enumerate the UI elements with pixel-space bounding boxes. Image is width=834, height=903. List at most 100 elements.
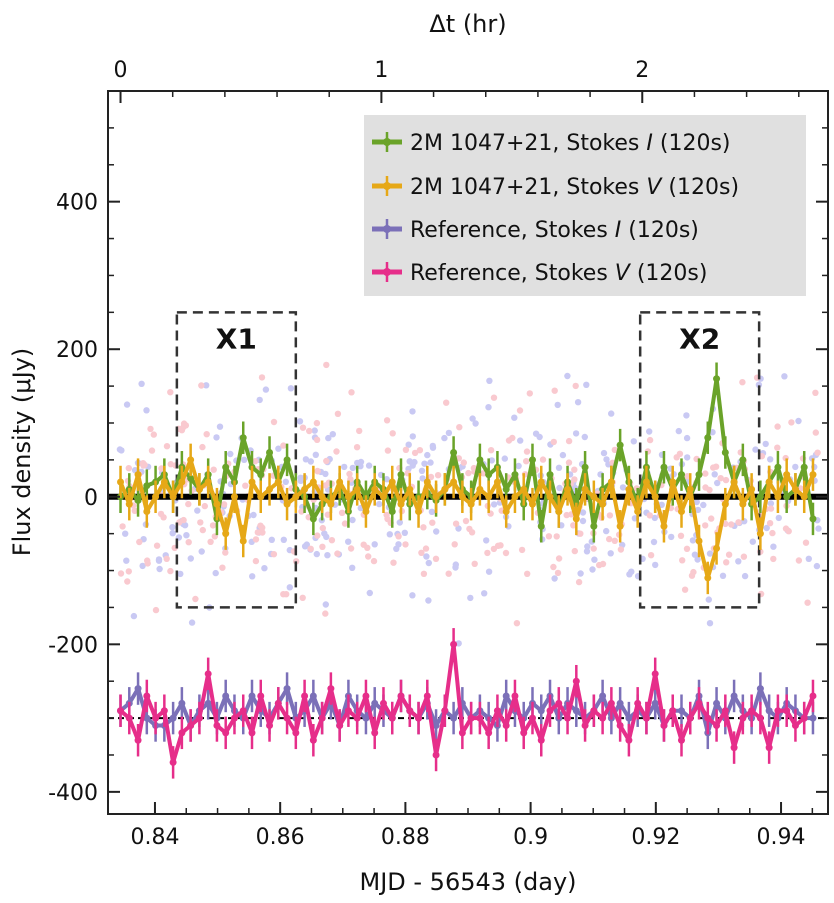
legend-item-2m-stokes-i: 2M 1047+21, Stokes I (120s): [372, 131, 731, 156]
2m-1047-21-stokes-v-120s-point: [642, 478, 650, 486]
legend-label-2m-stokes-i: 2M 1047+21, Stokes I (120s): [410, 131, 731, 156]
2m-1047-21-stokes-v-120s-point: [493, 478, 501, 486]
unbinned-stokes-v-samples-point: [365, 553, 372, 560]
unbinned-stokes-v-samples-point: [254, 529, 261, 536]
unbinned-stokes-v-samples-point: [487, 447, 495, 454]
series-reference-stokes-i-120s: [117, 672, 817, 750]
unbinned-stokes-i-samples-point: [536, 433, 543, 441]
2m-1047-21-stokes-v-120s-point: [187, 456, 195, 464]
unbinned-stokes-v-samples-point: [774, 444, 781, 451]
reference-stokes-i-120s-point: [756, 685, 764, 693]
unbinned-stokes-i-samples-point: [275, 445, 282, 452]
unbinned-stokes-v-samples-point: [788, 419, 795, 426]
reference-stokes-i-120s-point: [730, 692, 738, 700]
unbinned-stokes-v-samples-point: [646, 436, 654, 444]
unbinned-stokes-v-samples-point: [539, 456, 547, 463]
unbinned-stokes-v-samples-point: [690, 568, 697, 576]
reference-stokes-v-120s-point: [204, 670, 212, 678]
unbinned-stokes-i-samples-point: [409, 592, 416, 599]
2m-1047-21-stokes-v-120s-point: [415, 508, 423, 516]
unbinned-stokes-i-samples-point: [301, 543, 309, 550]
unbinned-stokes-v-samples-point: [353, 444, 361, 451]
2m-1047-21-stokes-v-120s-point: [546, 493, 554, 501]
unbinned-stokes-v-samples-point: [722, 476, 730, 484]
unbinned-stokes-v-samples-point: [571, 476, 578, 483]
2m-1047-21-stokes-i-120s-point: [537, 522, 545, 530]
legend-label-suffix: (120s): [661, 175, 739, 200]
2m-1047-21-stokes-i-120s-point: [485, 471, 493, 479]
2m-1047-21-stokes-v-120s-point: [520, 485, 528, 493]
unbinned-stokes-v-samples-point: [683, 545, 691, 552]
legend-label-stokes: V: [615, 261, 632, 286]
reference-stokes-v-120s-point: [625, 736, 633, 744]
2m-1047-21-stokes-v-120s-point: [502, 508, 510, 516]
reference-stokes-v-120s-point: [353, 714, 361, 722]
unbinned-stokes-v-samples-point: [681, 586, 689, 593]
2m-1047-21-stokes-v-120s-point: [590, 493, 598, 501]
unbinned-stokes-v-samples-point: [571, 466, 578, 473]
reference-stokes-v-120s-point: [125, 714, 133, 722]
unbinned-stokes-i-samples-point: [183, 532, 190, 539]
2m-1047-21-stokes-v-120s-point: [669, 478, 677, 486]
unbinned-stokes-v-samples-point: [717, 475, 724, 482]
unbinned-stokes-v-samples-point: [725, 551, 733, 558]
reference-stokes-i-120s-point: [616, 699, 624, 707]
2m-1047-21-stokes-v-120s-point: [117, 478, 125, 486]
unbinned-stokes-v-samples-point: [252, 536, 260, 543]
legend-label-ref-stokes-i: Reference, Stokes I (120s): [410, 218, 699, 243]
reference-stokes-i-120s-point: [432, 721, 440, 729]
unbinned-stokes-i-samples-point: [551, 575, 558, 582]
2m-1047-21-stokes-i-120s-point: [809, 515, 817, 523]
unbinned-stokes-i-samples-point: [139, 562, 146, 570]
unbinned-stokes-v-samples-point: [795, 557, 803, 564]
unbinned-stokes-v-samples-point: [153, 542, 161, 549]
unbinned-stokes-v-samples-point: [565, 459, 573, 466]
2m-1047-21-stokes-i-120s-point: [388, 508, 396, 516]
unbinned-stokes-v-samples-point: [198, 382, 205, 389]
unbinned-stokes-i-samples-point: [349, 564, 356, 571]
unbinned-stokes-v-samples-point: [207, 538, 214, 545]
unbinned-stokes-i-samples-point: [349, 516, 356, 524]
reference-stokes-i-120s-point: [450, 714, 458, 722]
unbinned-stokes-i-samples-point: [357, 463, 364, 470]
unbinned-stokes-i-samples-point: [781, 373, 788, 380]
unbinned-stokes-v-samples-point: [565, 437, 573, 445]
reference-stokes-v-120s-point: [660, 721, 668, 729]
reference-stokes-v-120s-point: [318, 714, 326, 722]
unbinned-stokes-v-samples-point: [150, 431, 157, 438]
reference-stokes-i-120s-point: [204, 699, 212, 707]
unbinned-stokes-i-samples-point: [421, 460, 428, 467]
unbinned-stokes-v-samples-point: [323, 361, 330, 369]
unbinned-stokes-i-samples-point: [488, 457, 495, 464]
unbinned-stokes-v-samples-point: [418, 549, 425, 556]
reference-stokes-v-120s-point: [651, 670, 659, 678]
unbinned-stokes-v-samples-point: [471, 560, 478, 567]
unbinned-stokes-i-samples-point: [714, 479, 721, 487]
unbinned-stokes-v-samples-point: [570, 522, 577, 529]
unbinned-stokes-i-samples-point: [143, 407, 150, 414]
unbinned-stokes-v-samples-point: [611, 537, 618, 544]
unbinned-stokes-v-samples-point: [505, 437, 513, 444]
unbinned-stokes-i-samples-point: [302, 456, 310, 463]
unbinned-stokes-v-samples-point: [306, 427, 313, 435]
unbinned-stokes-v-samples-point: [513, 620, 521, 627]
unbinned-stokes-v-samples-point: [270, 418, 278, 426]
2m-1047-21-stokes-v-120s-point: [301, 485, 309, 493]
unbinned-stokes-v-samples-point: [180, 516, 187, 524]
2m-1047-21-stokes-v-120s-point: [248, 478, 256, 486]
unbinned-stokes-v-samples-point: [722, 520, 729, 528]
reference-stokes-i-120s-point: [537, 707, 545, 715]
unbinned-stokes-i-samples-point: [706, 550, 714, 557]
reference-stokes-v-120s-point: [572, 677, 580, 685]
2m-1047-21-stokes-i-120s-point: [756, 493, 764, 501]
unbinned-stokes-i-samples-point: [607, 550, 614, 557]
annotation-layer: X1 X2: [175, 311, 761, 609]
unbinned-stokes-v-samples-point: [167, 567, 174, 575]
2m-1047-21-stokes-v-120s-point: [441, 485, 449, 493]
unbinned-stokes-v-samples-point: [611, 446, 618, 454]
unbinned-stokes-v-samples-point: [395, 533, 402, 540]
unbinned-stokes-v-samples-point: [411, 449, 419, 457]
legend-label-prefix: Reference, Stokes: [410, 218, 615, 243]
unbinned-stokes-i-samples-point: [630, 438, 637, 445]
reference-stokes-v-120s-point: [423, 692, 431, 700]
